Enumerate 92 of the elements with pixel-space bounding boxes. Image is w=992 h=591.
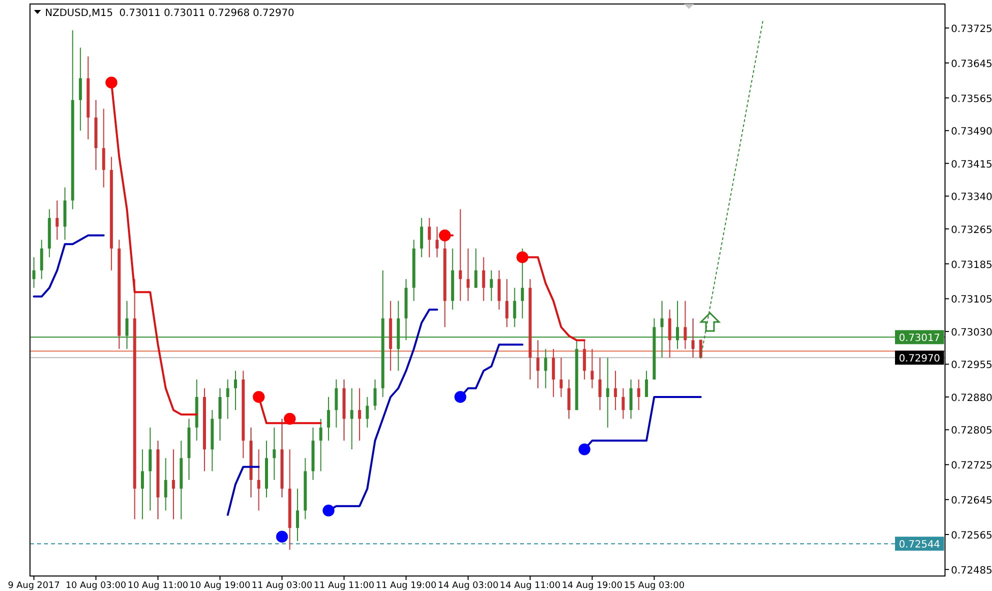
candlestick	[218, 388, 222, 442]
candlestick	[505, 278, 508, 328]
candlestick	[272, 427, 276, 480]
candlestick	[164, 458, 168, 512]
candlestick	[629, 379, 632, 420]
ref-line-label: 0.72544	[898, 540, 940, 551]
x-tick-label: 11 Aug 03:00	[252, 581, 313, 591]
candlestick	[148, 427, 152, 512]
y-tick-label: 0.72725	[951, 460, 992, 472]
x-tick-label: 10 Aug 11:00	[128, 581, 189, 591]
y-tick-label: 0.73340	[951, 192, 992, 204]
point	[106, 76, 118, 88]
point	[454, 391, 466, 403]
y-tick-label: 0.73030	[951, 327, 992, 338]
candlestick	[544, 348, 548, 389]
y-tick-label: 0.73725	[951, 24, 992, 36]
candlestick	[428, 217, 431, 258]
x-tick-label: 14 Aug 03:00	[438, 581, 499, 591]
candlestick	[327, 396, 330, 442]
ref-line-label: 0.73017	[898, 333, 940, 344]
candlestick	[490, 270, 493, 302]
candlestick	[582, 340, 586, 380]
y-tick-label: 0.73185	[951, 260, 992, 271]
candlestick	[458, 208, 462, 302]
candlestick	[32, 256, 36, 288]
y-tick-label: 0.72645	[951, 496, 992, 507]
point	[284, 412, 296, 425]
candlestick	[466, 248, 470, 302]
candlestick	[598, 357, 602, 411]
candlestick	[684, 300, 687, 350]
candlestick	[140, 448, 144, 520]
y-tick-label: 0.72880	[951, 392, 992, 404]
point	[252, 391, 265, 403]
candlestick	[56, 200, 59, 240]
point	[516, 251, 528, 264]
candlestick	[226, 379, 230, 420]
y-tick-label: 0.73415	[951, 159, 992, 170]
y-tick-label: 0.72955	[951, 360, 992, 372]
candlestick	[172, 448, 175, 520]
point	[578, 443, 590, 456]
candlestick	[420, 217, 424, 258]
candlestick	[374, 379, 377, 411]
candlestick	[637, 379, 640, 411]
candlestick	[691, 318, 694, 358]
y-tick-label: 0.72805	[951, 426, 992, 437]
candlestick	[668, 309, 672, 358]
candlestick	[590, 348, 594, 389]
x-tick-label: 10 Aug 03:00	[66, 581, 127, 591]
candlestick	[296, 488, 300, 542]
y-tick-label: 0.72565	[951, 530, 992, 542]
y-tick-label: 0.73565	[951, 94, 992, 105]
y-tick-label: 0.73105	[951, 294, 992, 306]
x-tick-label: 14 Aug 19:00	[562, 581, 623, 591]
candlestick	[536, 340, 540, 389]
candlestick	[482, 256, 486, 302]
candlestick	[567, 379, 570, 420]
candlestick	[350, 388, 354, 450]
candlestick	[644, 370, 648, 398]
candlestick	[358, 388, 362, 442]
x-tick-label: 10 Aug 19:00	[190, 581, 251, 591]
y-tick-label: 0.73645	[951, 58, 992, 70]
candlestick	[366, 396, 369, 428]
candlestick	[513, 287, 516, 328]
x-tick-label: 9 Aug 2017	[8, 581, 60, 591]
candlestick	[622, 388, 625, 420]
candlestick	[552, 348, 555, 398]
candlestick	[334, 379, 338, 428]
y-tick-label: 0.73265	[951, 224, 992, 236]
ref-line-label: 0.72970	[898, 354, 940, 365]
candlestick	[319, 418, 322, 472]
candlestick	[614, 370, 617, 411]
candlestick	[498, 270, 501, 310]
x-tick-label: 11 Aug 19:00	[376, 581, 437, 591]
candlestick	[560, 357, 563, 398]
candlestick	[40, 239, 44, 280]
y-tick-label: 0.73490	[951, 126, 992, 138]
candlestick	[606, 357, 610, 428]
candlestick	[102, 108, 106, 188]
candlestick	[234, 370, 237, 411]
x-tick-label: 14 Aug 11:00	[500, 581, 561, 591]
point	[276, 530, 288, 543]
chart-title: NZDUSD,M15 0.73011 0.73011 0.72968 0.72970	[45, 8, 294, 19]
candlestick	[257, 448, 260, 512]
x-tick-label: 15 Aug 03:00	[624, 581, 685, 591]
candlestick	[436, 226, 439, 258]
point	[322, 504, 334, 516]
y-tick-label: 0.72485	[951, 565, 992, 576]
point	[438, 230, 451, 242]
candlestick	[520, 248, 524, 319]
x-tick-label: 11 Aug 11:00	[314, 581, 375, 591]
candlestick	[474, 248, 478, 288]
candlestick	[78, 47, 82, 132]
